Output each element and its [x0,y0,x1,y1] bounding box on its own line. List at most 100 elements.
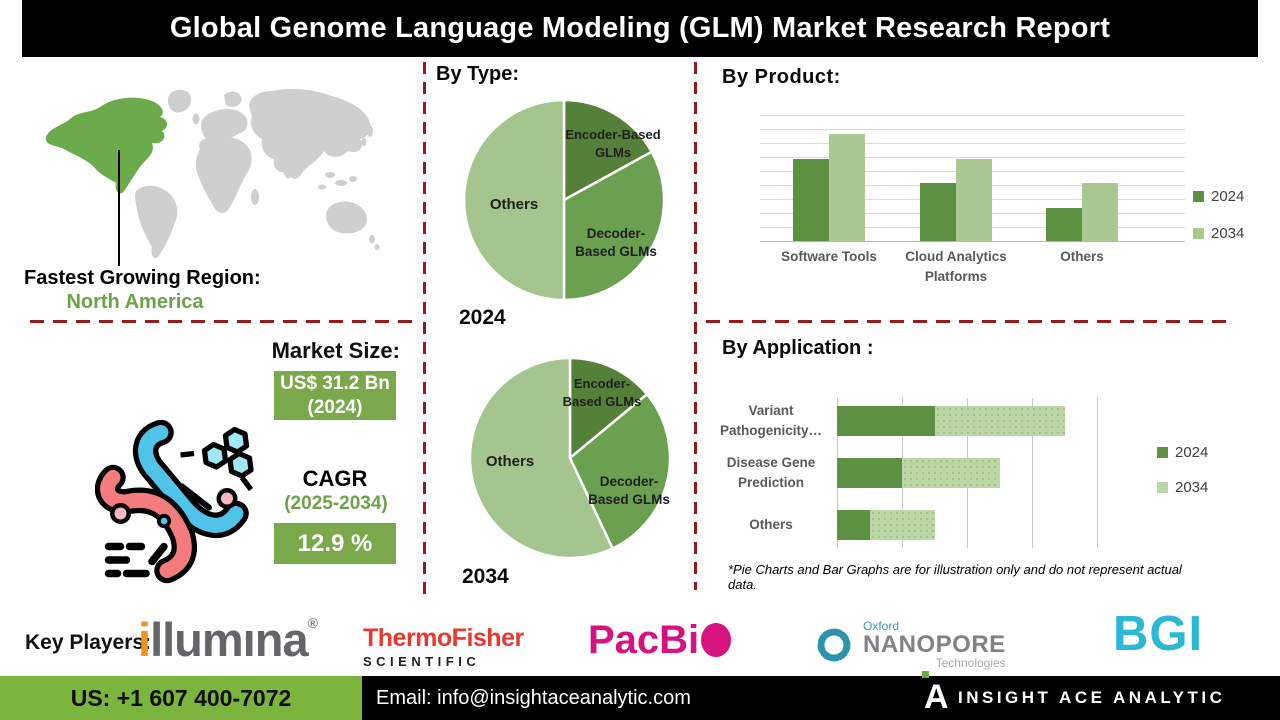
by-product-heading: By Product: [722,66,841,88]
map-pointer-line [118,150,120,266]
bar-2024 [793,159,829,241]
map-asia [249,88,371,179]
stacked-bar-row-3 [837,510,935,540]
footer-brand-name: INSIGHT ACE ANALYTIC [958,688,1226,707]
nanopore-oxford: Oxford [863,619,900,633]
by-product-plot [760,115,1185,242]
map-europe [200,108,248,142]
pie-2034-label-decoder: Decoder- Based GLMs [588,474,670,508]
bar-group-1 [793,134,865,241]
illustration-footnote: *Pie Charts and Bar Graphs are for illus… [728,562,1182,592]
footer-phone: US: +1 607 400-7072 [70,684,292,711]
fastest-region-label: Fastest Growing Region: [24,267,261,289]
bar-category-label: Software Tools [781,249,877,264]
nanopore-wordmark: NANOPORE [863,631,1006,658]
segment-2034 [902,458,1000,488]
insight-ace-a-icon: A [922,671,949,718]
by-product-legend: 2024 2034 [1193,188,1244,242]
segment-2024 [837,458,902,488]
pie-2034-year: 2034 [462,565,509,588]
stacked-bar-category-label: Others [749,517,793,533]
legend-swatch [1193,228,1204,239]
segment-2024 [837,406,935,436]
fastest-region-value: North America [66,291,204,313]
bar-2034 [829,134,865,241]
cagr-value: 12.9 % [297,529,373,557]
by-application-legend: 2024 2034 [1157,444,1208,496]
illumina-i: i [138,613,151,666]
pie-slice-others [468,356,614,560]
bar-category-label: Others [1060,249,1104,264]
legend-item-2034: 2034 [1157,479,1208,496]
map-africa [195,136,252,213]
by-application-plot [837,398,1109,548]
pie-2024-label-others: Others [489,196,539,213]
illumina-rest: llumına [150,613,309,666]
market-size-value: US$ 31.2 Bn [280,373,390,395]
bar-category-label: Cloud Analytics Platforms [905,249,1007,285]
pie-chart-2024: Encoder-Based GLMs Decoder- Based GLMs O… [458,94,670,306]
legend-item-2024: 2024 [1157,444,1208,461]
report-title: Global Genome Language Modeling (GLM) Ma… [169,12,1111,44]
segment-2034 [935,406,1065,436]
legend-label: 2034 [1175,479,1209,496]
by-application-heading: By Application : [722,337,874,359]
cagr-badge: 12.9 % [274,523,396,564]
footer-email-block: Email: info@insightaceanalytic.com [362,676,1280,720]
stacked-bar-category-label: Disease Gene Prediction [726,455,816,490]
bar-group-2 [920,159,992,241]
footer-brand: A INSIGHT ACE ANALYTIC [922,671,1226,720]
stacked-bar-category-label: Variant Pathogenicity… [719,403,822,438]
map-australia [325,201,367,234]
map-north-america [45,97,168,194]
nanopore-technologies: Technologies [935,656,1006,671]
pie-slice-decoder-based-glms [562,150,666,302]
pacbio-o-dot [701,623,732,657]
horizontal-divider-right [706,320,1234,323]
vertical-divider-left [423,62,426,598]
pie-2034-label-encoder: Encoder- Based GLMs [562,376,642,409]
legend-swatch [1193,191,1204,202]
legend-label: 2024 [1175,444,1209,461]
pie-2024-svg [462,98,666,302]
thermofisher-logo: ThermoFisher SCIENTIFIC [363,624,524,669]
bgi-logo: BGI [1113,607,1204,661]
vertical-divider-right [694,62,697,590]
horizontal-divider-left [30,320,418,323]
cagr-label: CAGR [302,466,368,491]
pacbio-wordmark: PacBi [588,618,700,662]
bar-2024 [1046,208,1082,241]
pie-slice-others [462,98,566,302]
legend-swatch [1157,482,1168,493]
map-greenland [167,89,192,113]
segment-2024 [837,510,870,540]
pie-slice-encoder-based-glms [568,356,649,460]
legend-label: 2034 [1211,225,1245,242]
illumina-logo: illumına® [138,612,318,667]
legend-swatch [1157,447,1168,458]
map-south-america [135,185,178,259]
market-size-heading: Market Size: [271,338,400,363]
legend-item-2024: 2024 [1193,188,1244,205]
stacked-bar-row-2 [837,458,1000,488]
legend-label: 2024 [1211,188,1245,205]
segment-2034 [870,510,935,540]
pie-2024-year: 2024 [459,306,506,329]
world-map [45,88,380,259]
bar-2024 [920,183,956,241]
thermofisher-scientific: SCIENTIFIC [363,654,481,669]
by-product-categories: Software Tools Cloud Analytics Platforms O… [760,247,1185,293]
legend-item-2034: 2034 [1193,225,1244,242]
title-bar: Global Genome Language Modeling (GLM) Ma… [22,0,1258,57]
market-size-badge: US$ 31.2 Bn (2024) [274,371,396,420]
nanopore-swirl-icon [817,628,851,662]
pie-2034-label-others: Others [485,453,535,470]
cagr-period: (2025-2034) [284,493,388,514]
market-size-year: (2024) [307,396,363,418]
thermofisher-wordmark: ThermoFisher [363,624,524,652]
pie-slice-encoder-based-glms [562,98,653,202]
pie-chart-2034: Encoder- Based GLMs Decoder- Based GLMs … [464,352,676,564]
bar-group-3 [1046,183,1118,241]
pie-2024-label-decoder: Decoder- Based GLMs [575,226,657,260]
